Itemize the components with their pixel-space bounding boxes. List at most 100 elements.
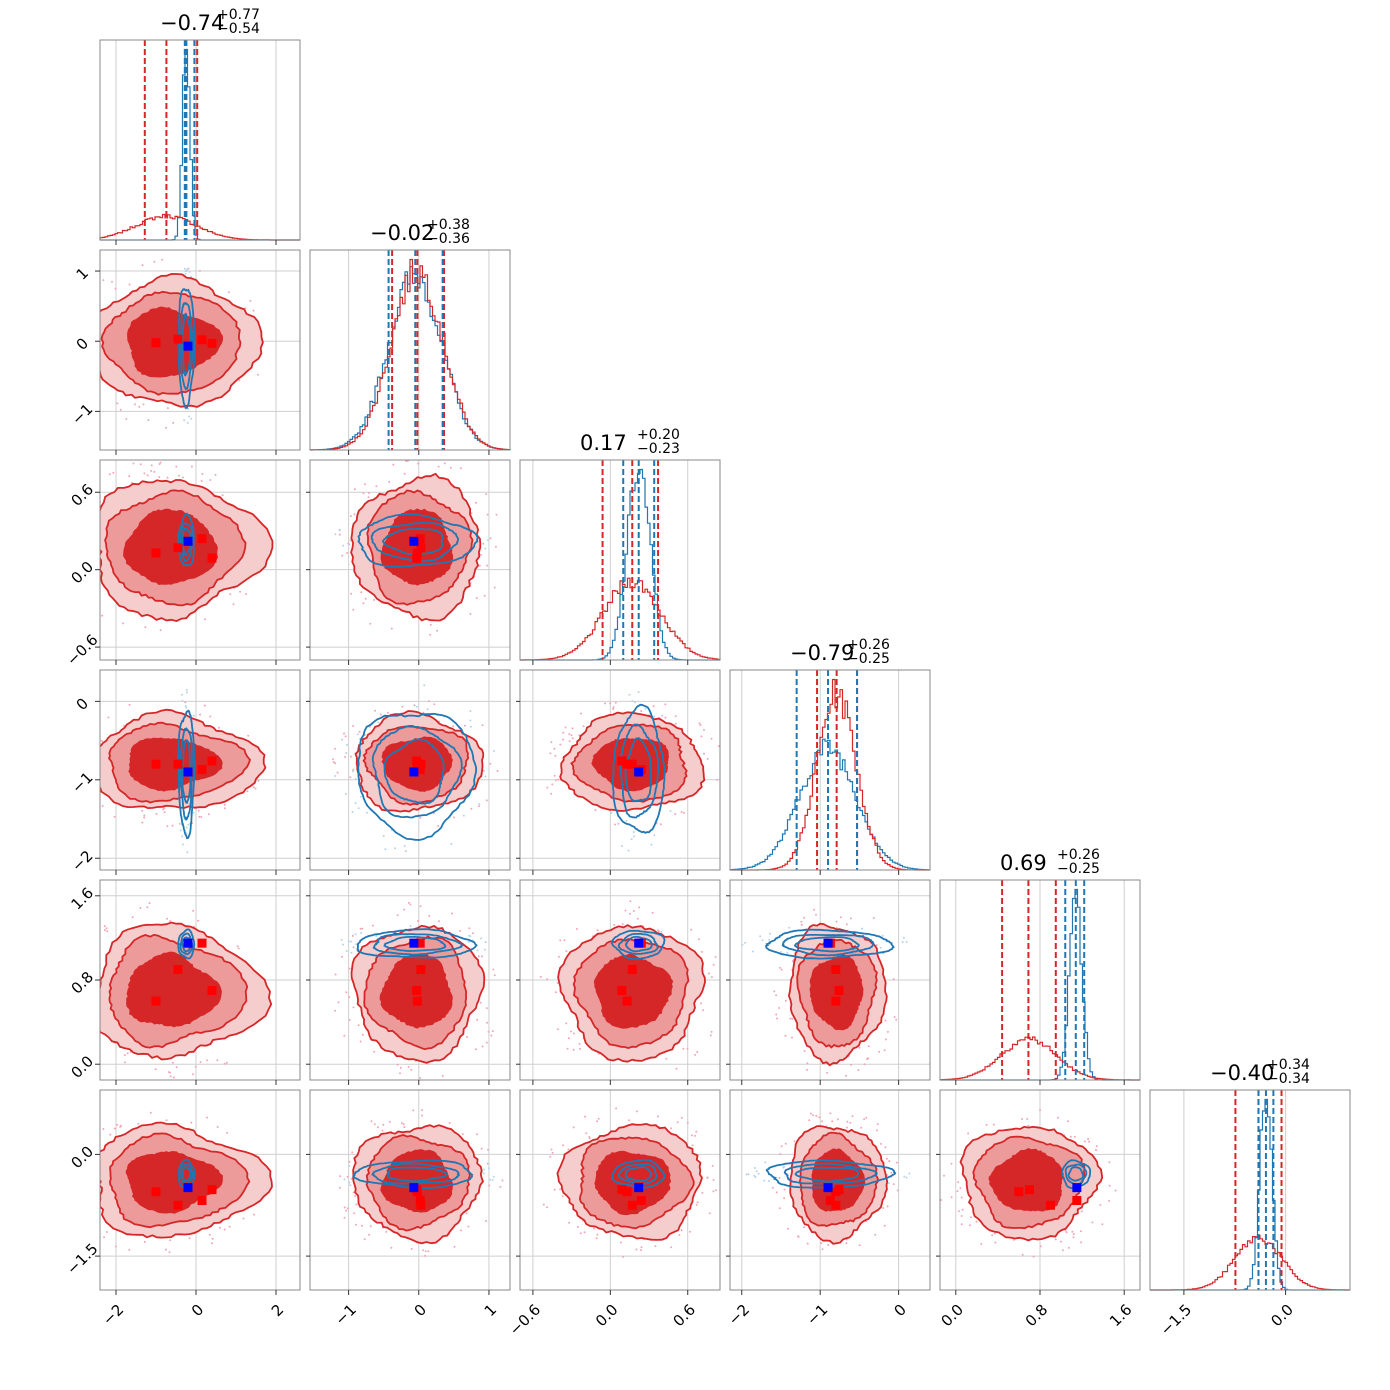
sample-dot (640, 710, 643, 713)
sample-dot (621, 923, 624, 926)
red-histogram (939, 1036, 1140, 1081)
sample-dot (991, 1234, 994, 1237)
sample-dot (470, 807, 473, 810)
sample-dot (779, 951, 782, 953)
sample-dot (839, 916, 842, 919)
sample-dot (137, 1122, 140, 1125)
sample-dot (565, 950, 568, 953)
sample-dot (396, 1063, 399, 1066)
sample-dot (142, 403, 145, 406)
sample-dot (578, 1042, 581, 1045)
blue-contour (793, 936, 860, 953)
sample-dot (957, 1181, 960, 1184)
sample-dot (778, 1007, 781, 1009)
sample-dot (484, 547, 487, 550)
sample-dot (360, 591, 363, 594)
sample-dot (86, 363, 88, 365)
sample-dot (613, 923, 616, 926)
sample-dot (105, 1231, 108, 1233)
sample-dot (901, 941, 904, 944)
sample-dot (184, 701, 187, 704)
sample-dot (246, 790, 249, 793)
sample-dot (185, 689, 188, 691)
sample-dot (122, 724, 125, 727)
param-title: −0.40 (1210, 1061, 1274, 1085)
sample-dot (351, 934, 354, 937)
sample-dot (120, 1124, 123, 1127)
red-marker (151, 1187, 161, 1197)
sample-dot (143, 816, 146, 819)
sample-dot (341, 738, 344, 741)
blue-contour (181, 312, 192, 377)
sample-dot (339, 1175, 342, 1178)
sample-dot (400, 1122, 403, 1125)
sample-dot (179, 829, 182, 832)
sample-dot (113, 815, 116, 818)
sample-dot (428, 914, 431, 917)
sample-dot (691, 1144, 694, 1147)
y-tick-label: 0.0 (68, 1142, 98, 1172)
sample-dot (575, 928, 578, 930)
blue-contour (617, 932, 659, 956)
sample-dot (849, 917, 852, 920)
sample-dot (806, 1242, 809, 1245)
sample-dot (680, 1229, 683, 1232)
sample-dot (252, 309, 255, 312)
sample-dot (481, 955, 483, 958)
sample-dot (75, 325, 77, 327)
param-title: −0.74 (160, 11, 224, 35)
sample-dot (565, 1022, 568, 1025)
sample-dot (169, 1075, 172, 1078)
sample-dot (388, 1120, 391, 1123)
sample-dot (494, 545, 497, 548)
red-marker (173, 759, 183, 769)
sample-dot (593, 1227, 595, 1230)
scatter-panel (539, 900, 720, 1070)
sample-dot (150, 470, 153, 472)
blue-marker (1072, 1183, 1082, 1193)
sample-dot (83, 388, 85, 390)
sample-dot (791, 1036, 793, 1039)
sample-dot (857, 1069, 860, 1072)
sample-dot (483, 948, 486, 951)
sample-dot (403, 908, 406, 911)
sample-dot (784, 1034, 787, 1037)
sample-dot (858, 1244, 861, 1247)
sample-dot (183, 267, 186, 270)
sample-dot (480, 937, 482, 940)
sample-dot (369, 622, 372, 625)
sample-dot (143, 814, 146, 817)
sample-dot (800, 920, 803, 923)
sample-dot (97, 334, 99, 336)
red-marker (622, 759, 632, 769)
sample-dot (343, 1216, 346, 1219)
sample-dot (159, 461, 162, 464)
blue-contour (177, 709, 196, 840)
panel-frame (729, 1089, 931, 1291)
sample-dot (831, 1120, 834, 1123)
sample-dot (88, 322, 90, 324)
sample-dot (887, 1182, 890, 1185)
red-marker (1072, 1196, 1082, 1206)
sample-dot (803, 1050, 806, 1052)
sample-dot (172, 421, 175, 424)
sample-dot (88, 341, 90, 343)
sample-dot (495, 513, 498, 516)
x-tick-label: 0.8 (1022, 1301, 1052, 1331)
sample-dot (622, 1255, 625, 1258)
sample-dot (138, 405, 141, 408)
sample-dot (886, 1030, 889, 1033)
sample-dot (615, 1107, 618, 1110)
sample-dot (775, 994, 778, 997)
red-contour-inner (126, 951, 222, 1028)
sample-dot (482, 542, 485, 545)
sample-dot (956, 1190, 959, 1193)
sample-dot (1064, 1229, 1067, 1232)
sample-dot (484, 775, 487, 778)
sample-dot (171, 824, 174, 827)
sample-dot (81, 546, 83, 548)
sample-dot (197, 919, 200, 922)
sample-dot (970, 1216, 973, 1219)
panel-frame (519, 459, 721, 661)
sample-dot (710, 737, 713, 740)
